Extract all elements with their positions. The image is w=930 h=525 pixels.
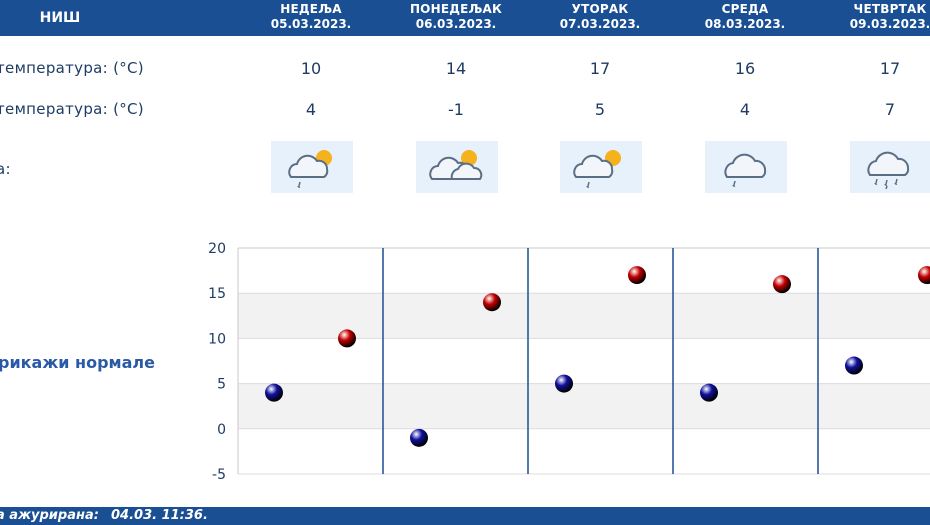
- cloud-sun-icon: [416, 141, 498, 193]
- max-temp-value: 17: [589, 59, 611, 78]
- updated-label: а ажурирана:: [0, 508, 99, 523]
- weather-label: а:: [0, 160, 11, 178]
- cloud-rain-icon: [850, 141, 930, 193]
- day-header: УТОРАК 07.03.2023.: [530, 2, 670, 32]
- y-tick-label: 5: [217, 377, 226, 393]
- day-name: НЕДЕЉА: [280, 2, 342, 16]
- cloud-sun-light-rain-icon: [560, 141, 642, 193]
- min-temp-value: 5: [594, 100, 606, 119]
- day-header: НЕДЕЉА 05.03.2023.: [241, 2, 381, 32]
- y-tick-label: 10: [208, 331, 226, 347]
- day-date: 08.03.2023.: [704, 17, 786, 31]
- max-temp-value: 14: [445, 59, 467, 78]
- day-header: СРЕДА 08.03.2023.: [675, 2, 815, 32]
- day-date: 05.03.2023.: [270, 17, 352, 31]
- y-tick-label: -5: [212, 467, 226, 480]
- header-bar: НИШ НЕДЕЉА 05.03.2023. ПОНЕДЕЉАК 06.03.2…: [0, 0, 930, 36]
- max-temp-point: [483, 293, 501, 312]
- min-temp-value: -1: [448, 100, 464, 119]
- grid-band: [238, 383, 930, 429]
- day-name: УТОРАК: [571, 2, 629, 16]
- min-temp-point: [265, 383, 283, 402]
- temperature-chart: 20 15 10 5 0 -5: [208, 241, 930, 480]
- min-temp-label: температура: (°C): [0, 100, 144, 118]
- min-temp-value: 4: [305, 100, 317, 119]
- grid-band: [238, 293, 930, 339]
- max-temp-point: [628, 266, 646, 285]
- max-temp-point: [338, 329, 356, 348]
- day-name: ПОНЕДЕЉАК: [409, 2, 503, 16]
- cloud-light-rain-icon: [705, 141, 787, 193]
- y-tick-label: 20: [208, 241, 226, 257]
- min-temp-point: [700, 383, 718, 402]
- max-temp-value: 10: [300, 59, 322, 78]
- min-temp-point: [845, 356, 863, 375]
- max-temp-point: [918, 266, 930, 285]
- day-date: 07.03.2023.: [559, 17, 641, 31]
- min-temp-value: 7: [884, 100, 896, 119]
- max-temp-value: 16: [734, 59, 756, 78]
- y-tick-label: 0: [217, 422, 226, 438]
- min-temp-point: [410, 428, 428, 447]
- max-temp-value: 17: [879, 59, 901, 78]
- y-tick-label: 15: [208, 286, 226, 302]
- show-normals-link[interactable]: рикажи нормале: [0, 353, 155, 372]
- updated-time: 04.03. 11:36.: [111, 508, 208, 523]
- day-date: 06.03.2023.: [415, 17, 497, 31]
- day-name: СРЕДА: [721, 2, 769, 16]
- city-name: НИШ: [39, 10, 81, 26]
- min-temp-point: [555, 374, 573, 393]
- min-temp-value: 4: [739, 100, 751, 119]
- cloud-sun-light-rain-icon: [271, 141, 353, 193]
- day-date: 09.03.2023.: [849, 17, 930, 31]
- footer-bar: а ажурирана: 04.03. 11:36.: [0, 507, 930, 525]
- day-header: ПОНЕДЕЉАК 06.03.2023.: [386, 2, 526, 32]
- max-temp-point: [773, 275, 791, 294]
- day-header: ЧЕТВРТАК 09.03.2023.: [820, 2, 930, 32]
- max-temp-label: температура: (°C): [0, 59, 144, 77]
- day-name: ЧЕТВРТАК: [853, 2, 927, 16]
